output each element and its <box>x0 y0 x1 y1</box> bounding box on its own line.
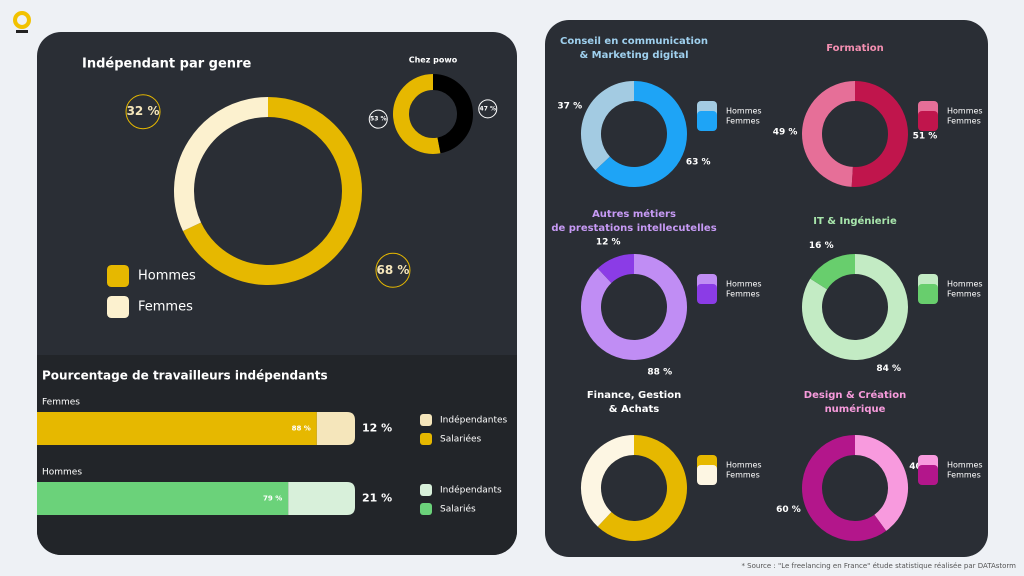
legend-label: Hommes <box>726 107 762 116</box>
chart-title: Pourcentage de travailleurs indépendants <box>42 369 328 383</box>
donut-segment <box>802 254 908 360</box>
legend-swatch <box>420 484 432 496</box>
legend-swatch <box>697 465 717 485</box>
legend-label: Femmes <box>726 117 760 126</box>
value-label: 51 % <box>913 132 938 142</box>
bar-section <box>37 355 517 555</box>
chart-title: IT & Ingénierie <box>813 215 897 227</box>
legend-swatch <box>420 503 432 515</box>
chart-title: & Marketing digital <box>579 50 688 61</box>
legend-swatch <box>918 284 938 304</box>
row-label: Hommes <box>42 468 82 478</box>
legend-label: Femmes <box>726 290 760 299</box>
donut-segment <box>581 81 635 171</box>
value-label: 49 % <box>773 127 798 137</box>
legend-label: Indépendants <box>440 485 502 496</box>
value-label: 68 % <box>377 263 410 277</box>
source-note: * Source : "Le freelancing en France" ét… <box>741 562 1016 570</box>
logo-bar <box>16 30 28 33</box>
legend-label: Hommes <box>947 107 983 116</box>
donut-segment <box>802 435 887 541</box>
value-label: 16 % <box>809 241 834 251</box>
chart-title: Conseil en communication <box>560 36 708 47</box>
donut-segment <box>851 81 908 187</box>
legend-swatch <box>697 111 717 131</box>
legend-label: Hommes <box>947 280 983 289</box>
chart-title: Indépendant par genre <box>82 57 251 72</box>
legend-swatch <box>420 433 432 445</box>
value-label: 12 % <box>362 422 392 435</box>
bar-segment <box>288 482 355 515</box>
chart-title: Chez powo <box>409 56 458 65</box>
bar-segment <box>37 412 317 445</box>
value-label: 60 % <box>776 505 801 515</box>
donut-segment <box>854 435 908 531</box>
legend-label: Indépendantes <box>440 415 508 426</box>
donut-segment <box>810 254 856 290</box>
value-label: 63 % <box>686 157 711 167</box>
legend-label: Femmes <box>947 471 981 480</box>
legend-label: Salariés <box>440 504 476 515</box>
donut-segment <box>581 254 687 360</box>
donut-segment <box>174 97 269 232</box>
legend-label: Salariées <box>440 434 482 445</box>
value-label: 37 % <box>557 102 582 112</box>
donut-segment <box>802 81 856 187</box>
value-label: 12 % <box>596 237 621 247</box>
label-circle <box>368 109 388 129</box>
legend-label: Hommes <box>726 461 762 470</box>
logo <box>13 11 31 29</box>
legend-swatch <box>697 284 717 304</box>
chart-title: Autres métiers <box>592 208 676 220</box>
legend-label: Femmes <box>947 117 981 126</box>
legend-swatch <box>918 465 938 485</box>
value-label: 21 % <box>362 492 392 505</box>
legend-swatch <box>918 111 938 131</box>
donut-segment <box>581 435 635 527</box>
legend-label: Hommes <box>726 280 762 289</box>
chart-title: de prestations intellecutelles <box>551 223 716 234</box>
legend-swatch <box>107 296 129 318</box>
donut-segment <box>595 81 687 187</box>
row-label: Femmes <box>42 398 80 408</box>
legend-label: Femmes <box>138 300 193 315</box>
label-circle <box>125 94 161 130</box>
legend-swatch <box>107 265 129 287</box>
value-label: 32 % <box>127 104 160 118</box>
value-label: 84 % <box>876 364 901 374</box>
right-panel <box>545 20 988 557</box>
legend-label: Femmes <box>947 290 981 299</box>
legend-label: Hommes <box>138 269 196 284</box>
chart-title: Formation <box>826 43 884 54</box>
value-label: 88 % <box>647 368 672 378</box>
label-circle <box>478 99 498 119</box>
legend-label: Femmes <box>726 471 760 480</box>
value-label: 53 % <box>370 116 386 123</box>
chart-title: numérique <box>825 403 886 415</box>
donut-segment <box>182 97 362 285</box>
chart-title: Design & Création <box>804 389 906 401</box>
chart-title: & Achats <box>609 404 660 415</box>
bar-segment <box>316 412 355 445</box>
donut-segment <box>432 74 473 154</box>
legend-label: Hommes <box>947 461 983 470</box>
donut-segment <box>597 435 687 541</box>
donut-segment <box>597 254 635 284</box>
value-label: 88 % <box>292 425 311 433</box>
label-circle <box>375 252 411 288</box>
legend-swatch <box>420 414 432 426</box>
chart-title: Finance, Gestion <box>587 390 681 401</box>
value-label: 47 % <box>480 105 496 112</box>
donut-segment <box>393 74 441 154</box>
bar-segment <box>37 482 289 515</box>
value-label: 79 % <box>263 495 282 503</box>
